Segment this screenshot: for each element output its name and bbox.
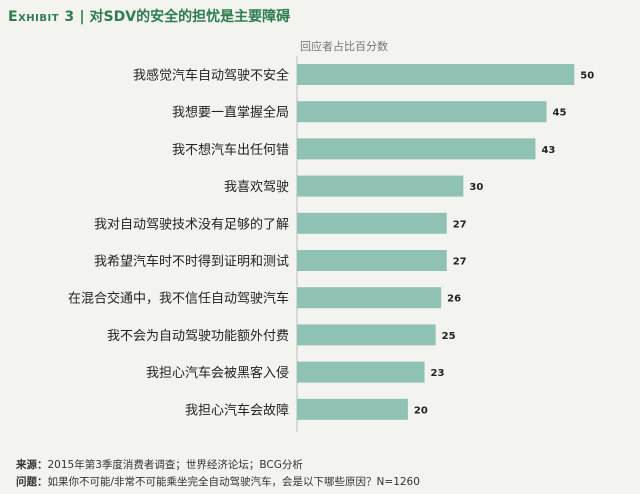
bar bbox=[297, 398, 408, 420]
category-label: 我担心汽车会故障 bbox=[185, 402, 289, 418]
title-separator: | bbox=[79, 9, 85, 25]
title-text: 对SDV的安全的担忧是主要障碍 bbox=[89, 9, 291, 25]
value-label: 26 bbox=[447, 294, 461, 305]
question-text: 如果你不可能/非常不可能乘坐完全自动驾驶汽车，会是以下哪些原因？N=1260 bbox=[47, 476, 420, 488]
bar bbox=[297, 64, 575, 85]
category-label: 我不会为自动驾驶功能额外付费 bbox=[107, 329, 289, 344]
chart-title: Exhibit 3 | 对SDV的安全的担忧是主要障碍 bbox=[8, 6, 290, 26]
bar bbox=[297, 361, 425, 383]
source-line: 来源：2015年第3季度消费者调查；世界经济论坛；BCG分析 bbox=[16, 457, 420, 474]
bar-chart: 我感觉汽车自动驾驶不安全 50 我想要一直掌握全局 45 我不想汽车出任何错 43 我喜欢驾… bbox=[68, 56, 594, 432]
bar bbox=[297, 212, 447, 234]
exhibit-label: Exhibit 3 bbox=[8, 9, 75, 25]
value-label: 27 bbox=[453, 257, 467, 268]
category-label: 在混合交通中，我不信任自动驾驶汽车 bbox=[68, 291, 289, 307]
source-text: 2015年第3季度消费者调查；世界经济论坛；BCG分析 bbox=[47, 459, 303, 471]
category-label: 我不想汽车出任何错 bbox=[172, 142, 289, 158]
bar bbox=[297, 324, 436, 346]
category-label: 我喜欢驾驶 bbox=[224, 180, 289, 195]
category-label: 我希望汽车时不时得到证明和测试 bbox=[94, 254, 289, 270]
value-label: 20 bbox=[414, 405, 428, 416]
category-label: 我担心汽车会被黑客入侵 bbox=[146, 365, 289, 381]
value-label: 43 bbox=[541, 145, 555, 156]
value-label: 25 bbox=[442, 331, 456, 342]
value-label: 50 bbox=[580, 71, 594, 82]
source-label: 来源： bbox=[16, 459, 48, 471]
value-label: 23 bbox=[431, 368, 445, 379]
bar bbox=[297, 138, 536, 160]
bar bbox=[297, 287, 442, 309]
chart-footer: 来源：2015年第3季度消费者调查；世界经济论坛；BCG分析 问题：如果你不可能… bbox=[16, 457, 420, 491]
bar bbox=[297, 250, 447, 271]
value-label: 27 bbox=[453, 219, 467, 230]
question-label: 问题： bbox=[16, 476, 48, 488]
category-label: 我感觉汽车自动驾驶不安全 bbox=[133, 68, 289, 84]
value-label: 30 bbox=[469, 182, 483, 193]
axis-caption: 回应者占比百分数 bbox=[300, 40, 388, 53]
bar bbox=[297, 175, 464, 197]
question-line: 问题：如果你不可能/非常不可能乘坐完全自动驾驶汽车，会是以下哪些原因？N=126… bbox=[16, 474, 420, 491]
category-label: 我对自动驾驶技术没有足够的了解 bbox=[94, 216, 289, 232]
bar bbox=[297, 101, 547, 123]
value-label: 45 bbox=[553, 108, 567, 119]
category-label: 我想要一直掌握全局 bbox=[172, 105, 289, 121]
